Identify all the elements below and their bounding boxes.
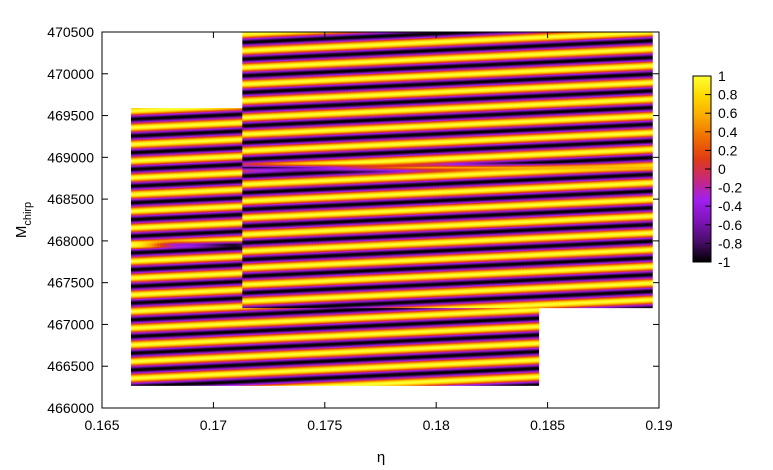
heatmap-regions bbox=[131, 31, 653, 386]
